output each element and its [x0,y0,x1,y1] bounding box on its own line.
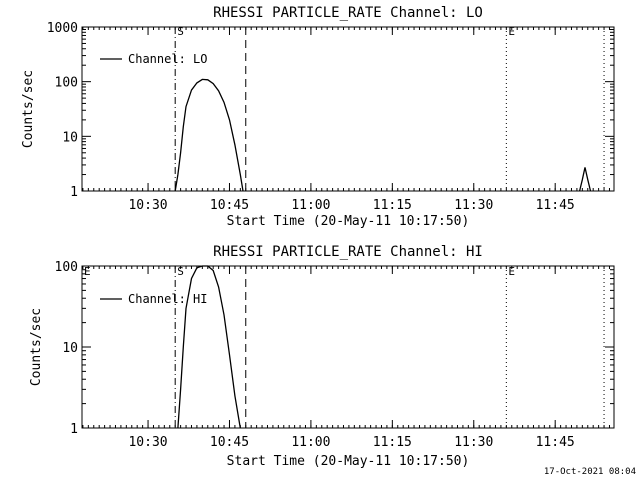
x-tick-label: 10:30 [128,198,167,213]
x-axis-label: Start Time (20-May-11 10:17:50) [227,214,470,229]
series-line [177,265,241,429]
marker-label: S [177,265,184,278]
marker-label: E [508,265,515,278]
legend-entry: Channel: HI [128,292,207,306]
y-tick-label: 100 [55,260,78,275]
x-tick-label: 11:15 [373,198,412,213]
series-line [174,78,244,192]
x-tick-label: 10:45 [210,198,249,213]
y-tick-label: 1 [70,185,78,200]
x-tick-label: 11:00 [291,435,330,450]
x-tick-label: 10:45 [210,435,249,450]
plot-frame [81,265,615,429]
x-tick-label: 11:45 [536,435,575,450]
y-tick-label: 1000 [47,21,78,36]
y-tick-label: 1 [70,422,78,437]
x-axis-label: Start Time (20-May-11 10:17:50) [227,454,470,469]
y-axis-label: Counts/sec [21,70,36,148]
x-tick-label: 11:15 [373,435,412,450]
x-tick-label: 11:00 [291,198,330,213]
marker-label: E [508,25,515,38]
marker-label: S [177,25,184,38]
y-tick-label: 10 [62,341,78,356]
series-line [578,167,592,192]
y-axis-label: Counts/sec [29,308,44,386]
chart-title: RHESSI PARTICLE_RATE Channel: LO [213,5,483,21]
x-tick-label: 11:30 [454,435,493,450]
legend-entry: Channel: LO [128,52,207,66]
y-tick-label: 100 [55,76,78,91]
x-tick-label: 11:30 [454,198,493,213]
plot-frame [81,26,615,192]
x-tick-label: 11:45 [536,198,575,213]
marker-label: E [84,265,91,278]
y-tick-label: 10 [62,130,78,145]
footer-timestamp: 17-Oct-2021 08:04 [544,467,636,477]
chart-title: RHESSI PARTICLE_RATE Channel: HI [213,244,483,260]
x-tick-label: 10:30 [128,435,167,450]
